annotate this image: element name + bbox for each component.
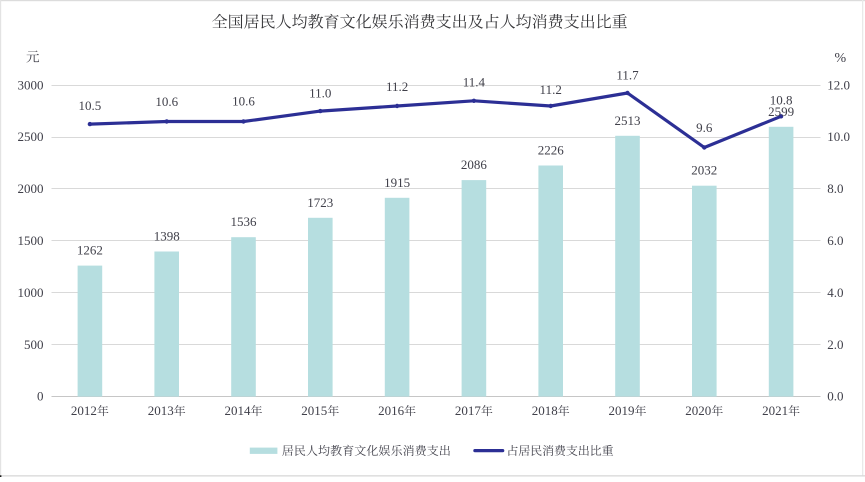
svg-text:%: %	[834, 51, 846, 66]
svg-text:2500: 2500	[18, 129, 44, 144]
svg-text:2032: 2032	[691, 163, 717, 178]
svg-text:11.2: 11.2	[386, 79, 408, 94]
svg-text:1500: 1500	[18, 233, 44, 248]
svg-text:2017: 2017	[455, 403, 482, 418]
svg-text:2015: 2015	[301, 403, 327, 418]
svg-text:2016: 2016	[378, 403, 405, 418]
svg-text:10.6: 10.6	[232, 93, 255, 108]
svg-text:0: 0	[37, 389, 44, 404]
svg-text:4.0: 4.0	[827, 285, 843, 300]
svg-text:2000: 2000	[18, 181, 44, 196]
svg-text:500: 500	[24, 337, 44, 352]
svg-text:2226: 2226	[538, 143, 565, 158]
svg-text:2013: 2013	[148, 403, 174, 418]
svg-text:1915: 1915	[384, 175, 410, 190]
svg-text:11.0: 11.0	[309, 85, 331, 100]
svg-text:1262: 1262	[77, 243, 103, 258]
svg-text:2018: 2018	[532, 403, 558, 418]
svg-text:3000: 3000	[18, 77, 44, 92]
svg-text:11.4: 11.4	[463, 74, 486, 89]
svg-text:11.7: 11.7	[616, 67, 639, 82]
svg-text:2020: 2020	[685, 403, 711, 418]
svg-text:2.0: 2.0	[827, 337, 843, 352]
svg-text:12.0: 12.0	[827, 77, 850, 92]
svg-text:0.0: 0.0	[827, 389, 843, 404]
svg-text:2012: 2012	[71, 403, 97, 418]
svg-text:2014: 2014	[225, 403, 252, 418]
svg-text:2599: 2599	[768, 104, 794, 119]
svg-text:10.5: 10.5	[79, 98, 102, 113]
svg-text:2086: 2086	[461, 157, 488, 172]
svg-text:6.0: 6.0	[827, 233, 843, 248]
svg-text:1536: 1536	[231, 214, 258, 229]
svg-text:2019: 2019	[609, 403, 635, 418]
svg-text:1000: 1000	[18, 285, 44, 300]
svg-text:9.6: 9.6	[696, 120, 713, 135]
svg-text:1398: 1398	[154, 229, 180, 244]
svg-text:8.0: 8.0	[827, 181, 843, 196]
svg-text:2513: 2513	[615, 113, 641, 128]
svg-text:2021: 2021	[762, 403, 788, 418]
svg-text:10.6: 10.6	[155, 94, 178, 109]
svg-text:10.8: 10.8	[770, 93, 793, 108]
svg-text:11.2: 11.2	[540, 82, 562, 97]
svg-text:1723: 1723	[307, 195, 333, 210]
svg-text:10.0: 10.0	[827, 129, 850, 144]
